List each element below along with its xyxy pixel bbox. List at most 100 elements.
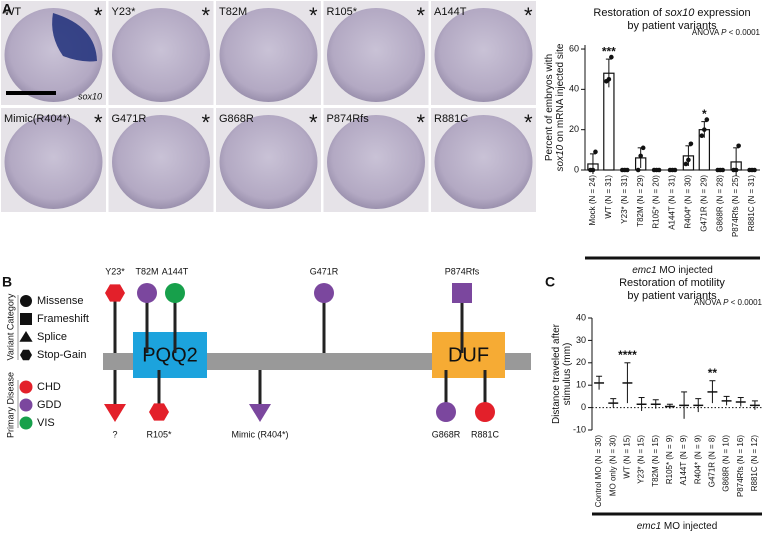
embryo [219,8,318,102]
chart-title-part: sox10 [665,7,695,19]
embryo-label: R105* [327,6,358,18]
domain-label: PQQ2 [142,344,198,366]
y-axis-label-part: on mRNA injected site [555,43,566,145]
data-point [609,54,614,60]
data-point [683,161,689,167]
stat-text-part: < 0.0001 [726,28,760,37]
legend-symbol [20,295,32,307]
group-label: emc1 MO injected [632,265,713,276]
variant-label: A144T [162,266,189,276]
chart-title: Restoration of motility [619,277,725,289]
stat-text-part: ANOVA [692,28,721,37]
y-axis-label: Percent of embryos with [544,54,555,161]
significance: * [702,107,707,121]
x-tick-label: R881C (N = 12) [750,435,759,492]
domain [133,332,207,378]
data-point [752,167,757,173]
x-tick-label: WT (N = 15) [623,435,632,479]
embryo-flag: * [524,3,533,28]
data-point [699,133,705,139]
variant-label: Mimic (R404*) [231,429,288,439]
legend-symbol [19,331,33,342]
variant-label: R881C [471,429,500,439]
bar [603,72,615,171]
legend-label: VIS [37,417,55,429]
stain-label: sox10 [78,91,102,101]
variant-symbol [165,283,185,303]
y-axis-label: Distance traveled after [551,323,562,424]
embryo-flag: * [309,3,318,28]
variant-symbol [105,284,125,302]
chart-title-part: Restoration of [593,7,665,19]
y-tick-label: -10 [573,424,586,434]
variant-label: T82M [135,266,158,276]
x-tick-label: Y23* (N = 31) [620,175,629,224]
domain-label: DUF [448,344,489,366]
gene-bar [103,353,531,370]
x-tick-label: P874Rfs (N = 16) [736,435,745,497]
data-point [704,117,710,122]
x-tick-label: T82M (N = 29) [636,175,645,227]
variant-label: R105* [146,429,172,439]
y-tick-label: 0 [581,402,586,412]
chart-title: by patient variants [627,20,717,32]
x-tick-label: P874Rfs (N = 25) [731,175,740,237]
x-tick-label: WT (N = 31) [604,175,613,219]
y-tick-label: 20 [569,124,579,134]
x-tick-label: A144T (N = 31) [668,175,677,230]
x-tick-label: G868R (N = 10) [722,435,731,492]
chart-title: Restoration of sox10 expression [593,7,750,19]
y-tick-label: 0 [574,164,579,174]
x-tick-label: G471R (N = 29) [699,175,708,232]
embryo-flag: * [417,3,426,28]
embryo [327,8,425,102]
x-tick-label: G471R (N = 8) [708,435,717,488]
x-tick-label: MO only (N = 30) [608,435,617,496]
variant-symbol [475,402,495,422]
data-point [736,143,741,149]
legend-symbol [20,313,32,325]
group-label-part: MO injected [657,265,713,276]
chart-title-part: by patient variants [627,290,717,302]
embryo-flag: * [202,3,211,28]
y-tick-label: 10 [576,380,586,390]
embryo-label: P874Rfs [327,113,370,125]
embryo-label: A144T [434,6,467,18]
embryo [219,115,318,209]
group-label: emc1 MO injected [637,521,718,532]
embryo-label: R881C [434,113,468,125]
x-tick-label: R105* (N = 9) [665,435,674,484]
panel-label: C [545,274,555,290]
variant-symbol [149,403,169,421]
x-tick-label: Control MO (N = 30) [594,435,603,508]
legend-label: GDD [37,399,62,411]
chart-title-part: expression [694,7,750,19]
significance: *** [602,44,616,58]
group-label-part: MO injected [661,521,717,532]
embryo-label: T82M [219,6,247,18]
legend-label: Frameshift [37,313,89,325]
legend-title: Variant Category [5,293,15,360]
significance: ** [708,366,718,380]
y-tick-label: 30 [576,335,586,345]
embryo-flag: * [417,110,426,135]
legend-label: Missense [37,295,83,307]
embryo [327,115,425,209]
legend-label: Splice [37,331,67,343]
variant-symbol [249,404,271,422]
variant-symbol [314,283,334,303]
embryo [112,115,210,209]
embryo [112,8,210,102]
x-tick-label: G868R (N = 28) [715,175,724,232]
domain [432,332,505,378]
stat-text-part: P [723,298,729,307]
data-point [720,167,726,173]
legend-symbol [19,398,33,412]
embryo-flag: * [202,110,211,135]
y-tick-label: 40 [569,84,579,94]
variant-symbol [452,283,472,303]
embryo-label: WT [4,6,21,18]
variant-label: G471R [310,266,339,276]
y-axis-label-part: sox10 [555,144,566,171]
